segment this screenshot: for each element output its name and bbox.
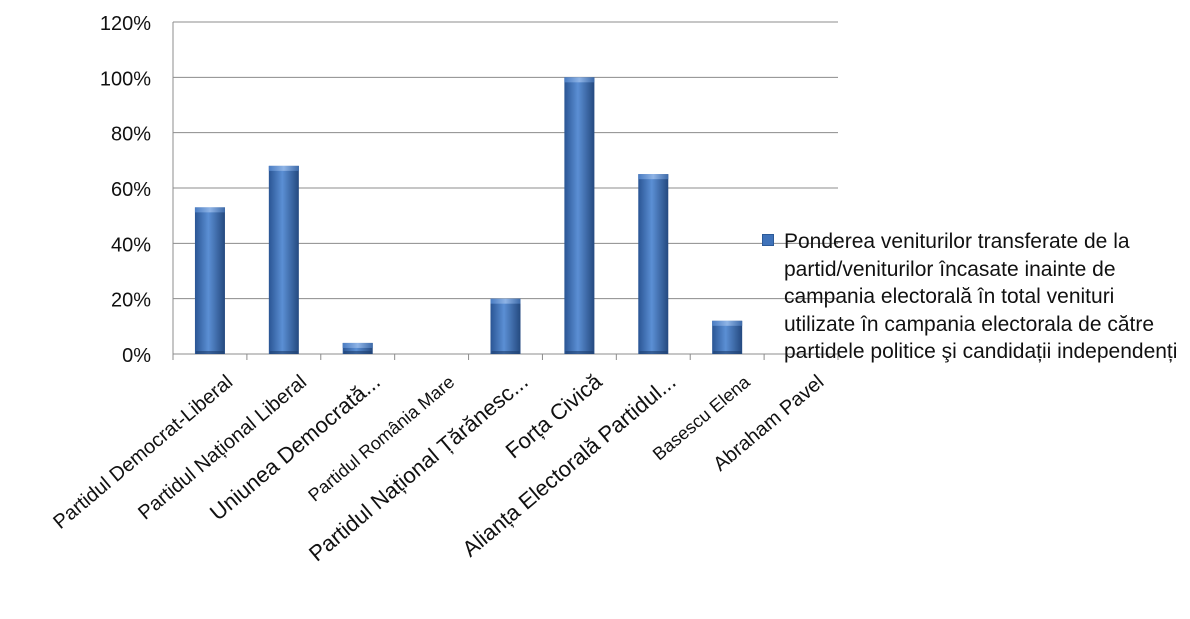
bar-base bbox=[343, 351, 372, 354]
y-tick-labels: 0% 20% 40% 60% 80% 100% 120% bbox=[100, 13, 151, 367]
bar bbox=[342, 342, 373, 354]
bar bbox=[490, 298, 521, 354]
y-tick-label: 120% bbox=[100, 13, 151, 35]
y-tick-label: 100% bbox=[100, 68, 151, 90]
bar-base bbox=[195, 351, 224, 354]
bar-base bbox=[565, 351, 594, 354]
bar-top bbox=[342, 342, 373, 348]
bar bbox=[268, 165, 299, 354]
bar-base bbox=[639, 351, 668, 354]
bar-top bbox=[194, 207, 225, 213]
y-tick-label: 40% bbox=[111, 234, 151, 256]
y-tick-label: 0% bbox=[122, 345, 151, 367]
bar bbox=[564, 77, 595, 354]
bar bbox=[638, 174, 669, 354]
bar-body bbox=[342, 342, 373, 354]
bar-top bbox=[564, 77, 595, 83]
legend-series-label: Ponderea veniturilor transferate de la p… bbox=[784, 230, 1178, 363]
y-tick-label: 60% bbox=[111, 179, 151, 201]
y-tick-label: 80% bbox=[111, 124, 151, 146]
bar-top bbox=[712, 320, 743, 326]
bar-body bbox=[712, 320, 743, 354]
bar-top bbox=[638, 174, 669, 180]
bar-base bbox=[491, 351, 520, 354]
bar-body bbox=[268, 165, 299, 354]
bar-base bbox=[269, 351, 298, 354]
bar-top bbox=[490, 298, 521, 304]
bar-body bbox=[564, 77, 595, 354]
bar-body bbox=[638, 174, 669, 354]
bar bbox=[194, 207, 225, 354]
bar-body bbox=[490, 298, 521, 354]
bar-top bbox=[268, 165, 299, 171]
bar-base bbox=[713, 351, 742, 354]
legend-swatch bbox=[762, 234, 774, 246]
y-tick-label: 20% bbox=[111, 290, 151, 312]
bars bbox=[194, 77, 743, 354]
bar-body bbox=[194, 207, 225, 354]
bar bbox=[712, 320, 743, 354]
